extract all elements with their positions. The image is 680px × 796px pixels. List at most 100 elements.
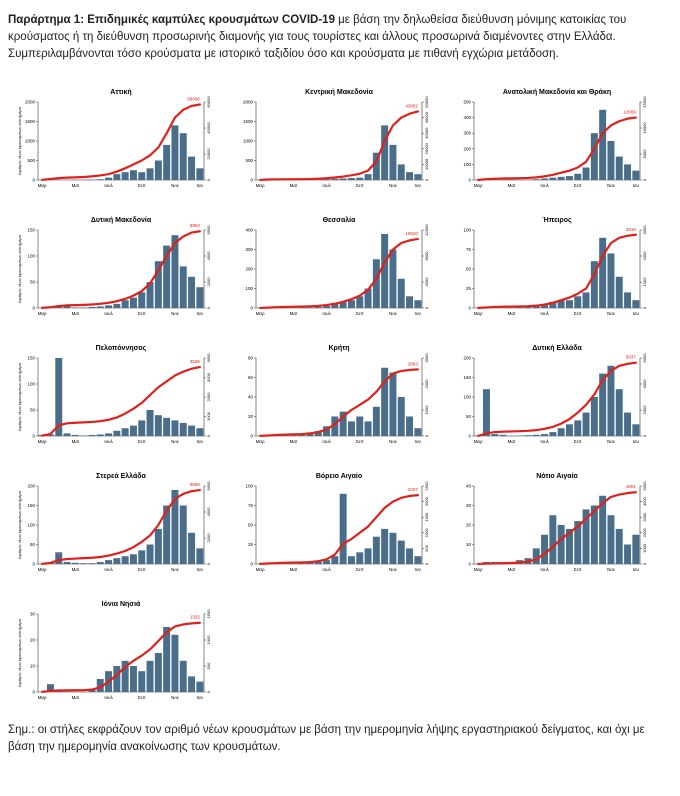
y-tick-label: 2000	[243, 100, 254, 105]
bar	[314, 561, 322, 564]
cumulative-line	[259, 110, 419, 182]
x-tick-label: Μαϊ	[290, 439, 298, 444]
cumulative-line	[477, 361, 637, 437]
bar	[541, 534, 549, 564]
y-tick-label: 20	[248, 414, 254, 419]
y2-tick-label: 0	[642, 306, 647, 309]
bar	[599, 109, 607, 180]
y2-tick-label: 0	[424, 178, 429, 181]
y-tick-label: 0	[32, 306, 35, 311]
bar	[113, 430, 121, 436]
bar	[63, 562, 71, 564]
y-tick-label: 1000	[25, 139, 36, 144]
bar	[615, 389, 623, 436]
x-tick-label: Σεπ	[138, 695, 146, 700]
bar	[397, 540, 405, 564]
bar	[331, 416, 339, 436]
y-tick-label: 100	[463, 228, 471, 233]
bar	[289, 435, 297, 436]
x-tick-label: Ιαν	[197, 567, 204, 572]
y2-tick-label: 5000	[642, 481, 647, 491]
value-label: 5689	[190, 482, 201, 487]
y2-tick-label: 10000	[424, 158, 429, 170]
x-tick-label: Μαρ	[256, 439, 265, 444]
bar	[171, 420, 179, 436]
x-tick-label: Ιαν	[633, 567, 640, 572]
value-label: 5904	[190, 223, 201, 228]
bar	[557, 300, 565, 308]
y2-tick-label: 2000	[206, 533, 211, 543]
y2-tick-label: 0	[642, 562, 647, 565]
y-tick-label: 200	[463, 146, 471, 151]
bar	[356, 296, 364, 308]
x-tick-label: Μαρ	[38, 439, 47, 444]
bar	[364, 174, 372, 180]
bar	[188, 156, 196, 180]
bar	[138, 550, 146, 564]
x-tick-label: Ιουλ	[104, 311, 113, 316]
bar	[113, 666, 121, 692]
y2-tick-label: 3000	[642, 512, 647, 522]
cumulative-line	[477, 116, 637, 181]
x-tick-label: Ιουλ	[540, 567, 549, 572]
y2-tick-label: 0	[642, 434, 647, 437]
bar	[71, 307, 79, 308]
bar	[323, 426, 331, 436]
x-tick-label: Ιαν	[197, 695, 204, 700]
x-tick-label: Σεπ	[356, 311, 364, 316]
bar	[532, 548, 540, 564]
bar	[179, 133, 187, 180]
bar	[113, 303, 121, 308]
bar	[381, 367, 389, 436]
header: Παράρτημα 1: Επιδημικές καμπύλες κρουσμά…	[8, 12, 668, 63]
bar	[372, 259, 380, 308]
y2-tick-label: 4000	[424, 277, 429, 287]
bar	[179, 423, 187, 436]
y2-tick-label: 1500	[424, 512, 429, 522]
x-tick-label: Σεπ	[138, 567, 146, 572]
y-tick-label: 0	[250, 562, 253, 567]
x-tick-label: Μαϊ	[290, 183, 298, 188]
x-tick-label: Ιαν	[197, 311, 204, 316]
bar	[549, 301, 557, 308]
x-tick-label: Ιουλ	[322, 311, 331, 316]
y2-tick-label: 500	[424, 544, 429, 551]
y-tick-label: 100	[463, 395, 471, 400]
cumulative-line	[41, 488, 201, 565]
x-tick-label: Νοε	[171, 567, 179, 572]
cumulative-line	[41, 365, 201, 437]
chart-title: Αττική	[110, 89, 131, 96]
chart-title: Ιόνια Νησιά	[102, 601, 141, 608]
bar	[163, 245, 171, 308]
bar	[574, 296, 582, 308]
x-tick-label: Μαϊ	[72, 183, 80, 188]
bar	[406, 172, 414, 180]
bar	[482, 389, 490, 436]
bar	[574, 173, 582, 180]
x-tick-label: Μαρ	[256, 567, 265, 572]
y2-tick-label: 2000	[642, 405, 647, 415]
y2-tick-label: 3000	[424, 353, 429, 363]
cumulative-line	[259, 494, 419, 566]
y-tick-label: 0	[32, 178, 35, 183]
y2-tick-label: 20000	[206, 148, 211, 160]
bar	[532, 305, 540, 308]
bar	[154, 160, 162, 180]
value-label: 4601	[626, 484, 637, 489]
y2-tick-label: 1000	[642, 277, 647, 287]
header-label: Παράρτημα 1:	[8, 14, 85, 26]
y-tick-label: 25	[248, 542, 254, 547]
y2-tick-label: 8000	[424, 251, 429, 261]
bar	[632, 534, 640, 564]
bar	[607, 253, 615, 308]
value-label: 2563	[408, 361, 419, 366]
y-tick-label: 30	[466, 503, 472, 508]
bar	[323, 306, 331, 308]
bar	[323, 179, 331, 180]
y2-tick-label: 3000	[642, 225, 647, 235]
bar	[364, 421, 372, 436]
bar	[154, 261, 162, 308]
x-tick-label: Μαϊ	[508, 567, 516, 572]
x-tick-label: Νοε	[389, 183, 397, 188]
y-tick-label: 50	[248, 523, 254, 528]
